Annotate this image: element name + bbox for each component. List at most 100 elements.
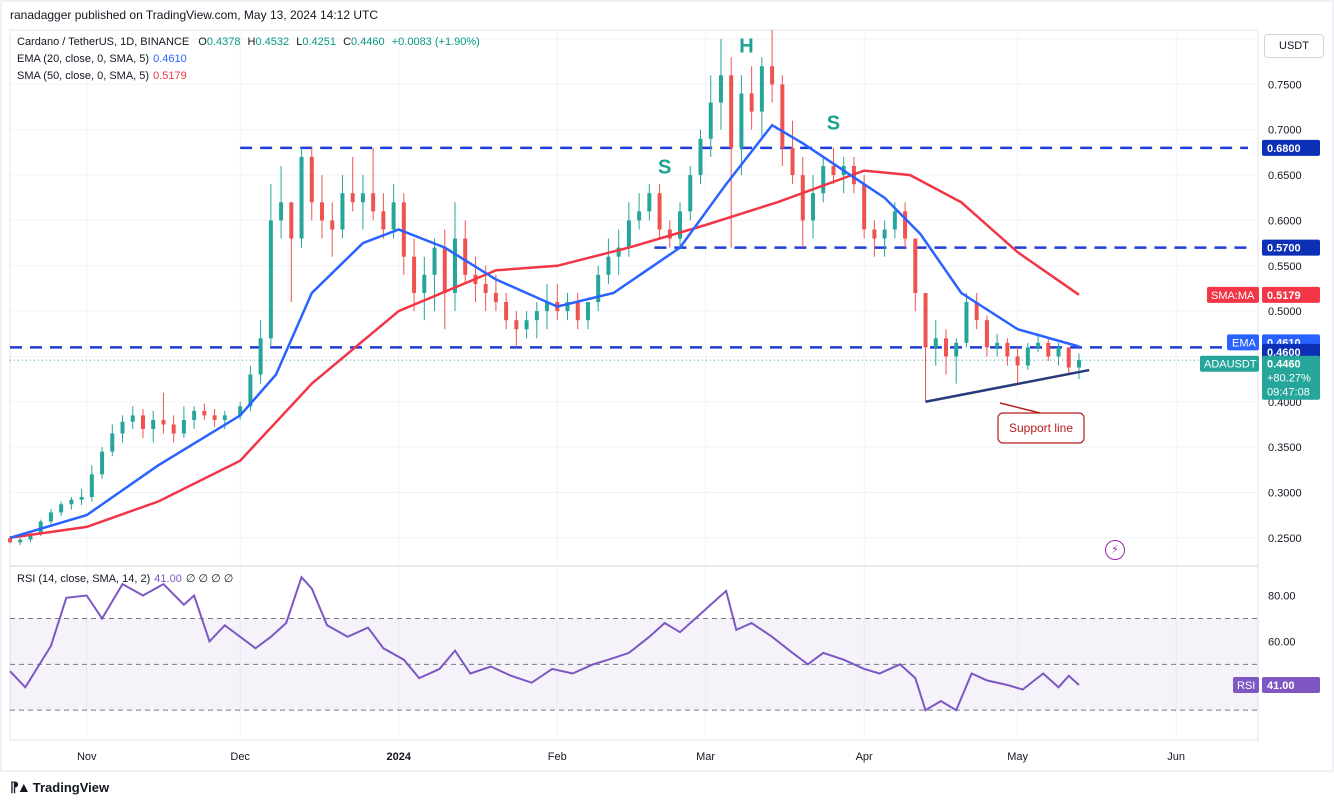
pattern-label: S	[658, 156, 671, 178]
candle-body	[1056, 347, 1061, 357]
sma-legend-value: 0.5179	[153, 70, 187, 82]
level-tag-fill	[1262, 139, 1320, 156]
currency-button[interactable]: USDT	[1264, 34, 1324, 58]
rsi-tag-title: RSI	[1237, 680, 1255, 692]
candle-body	[514, 320, 519, 330]
candle-body	[181, 419, 186, 434]
chart-border	[0, 0, 1334, 772]
rsi-band	[10, 617, 1258, 711]
candle-body	[1036, 342, 1041, 348]
rsi-tick-label: 80.00	[1268, 591, 1296, 603]
candle-body	[422, 274, 427, 293]
pattern-label: S	[827, 113, 840, 135]
sma50-line	[9, 169, 1080, 540]
candle-body	[780, 84, 785, 148]
candle-body	[1005, 342, 1010, 357]
candle-body	[647, 193, 652, 212]
support-trendline	[925, 368, 1090, 404]
candle-body	[749, 93, 754, 112]
symbol-tag-bg	[1262, 355, 1320, 400]
price-tick-label: 0.6000	[1268, 215, 1302, 227]
candle-body	[299, 156, 304, 239]
candle-body	[1025, 347, 1030, 366]
symbol-name: Cardano / TetherUS, 1D, BINANCE	[17, 36, 190, 48]
rsi-tag-title-bg	[1233, 676, 1259, 693]
moving-averages	[9, 123, 1080, 540]
rsi-legend[interactable]: RSI (14, close, SMA, 14, 2) 41.00 ∅ ∅ ∅ ∅	[17, 573, 234, 585]
price-tick-label: 0.7500	[1268, 79, 1302, 91]
candle-body	[1046, 342, 1051, 357]
time-tick-label: Feb	[548, 751, 567, 763]
candlesticks	[8, 30, 1081, 546]
price-tick-label: 0.5500	[1268, 261, 1302, 273]
ohlc-open: O0.4378	[198, 36, 241, 48]
alert-bolt-icon[interactable]: ⚡	[1105, 540, 1125, 560]
candle-body	[493, 292, 498, 303]
grid	[0, 0, 1334, 772]
candle-body	[596, 274, 601, 303]
sma-legend[interactable]: SMA (50, close, 0, SMA, 5) 0.5179	[17, 70, 187, 82]
price-tick-label: 0.4000	[1268, 397, 1302, 409]
sma-tag-value: 0.5179	[1267, 290, 1301, 302]
candle-body	[534, 311, 539, 321]
candle-body	[524, 320, 529, 330]
candle-body	[8, 538, 12, 543]
candle-body	[89, 474, 94, 497]
candle-body	[161, 419, 166, 425]
candle-body	[100, 451, 105, 475]
candle-body	[504, 302, 509, 321]
candle-body	[739, 93, 744, 148]
candle-body	[770, 66, 775, 85]
sma-tag-title: SMA:MA	[1211, 290, 1255, 302]
symbol-tag-title-bg	[1200, 355, 1259, 372]
tradingview-logo[interactable]: ⁋▲ TradingView	[10, 779, 110, 795]
level-tag-label: 0.6800	[1267, 143, 1301, 155]
price-tags: 0.68000.68000.5700SMA:MA0.5179EMA0.46100…	[1200, 139, 1320, 693]
symbol-tag-title: ADAUSDT	[1204, 359, 1257, 371]
candle-body	[585, 302, 590, 321]
candle-body	[442, 247, 447, 293]
candle-body	[862, 184, 867, 230]
horizontal-levels	[10, 146, 1258, 361]
time-tick-label: Mar	[696, 751, 715, 763]
candle-body	[258, 338, 263, 375]
candle-body	[401, 202, 406, 257]
time-tick-label: Jun	[1167, 751, 1185, 763]
support-callout-label: Support line	[1009, 421, 1073, 435]
candle-body	[903, 211, 908, 239]
candle-body	[412, 256, 417, 293]
candle-body	[360, 193, 365, 203]
candle-body	[954, 342, 959, 357]
candle-body	[626, 220, 631, 248]
tradingview-logo-icon: ⁋▲	[10, 779, 31, 795]
candle-body	[923, 292, 928, 348]
candle-body	[729, 75, 734, 148]
candle-body	[1066, 347, 1071, 368]
level-tag-label: 0.5700	[1267, 243, 1301, 255]
candle-body	[69, 499, 74, 505]
candle-body	[202, 410, 207, 416]
ema-legend[interactable]: EMA (20, close, 0, SMA, 5) 0.4610	[17, 53, 187, 65]
rsi-legend-extra: ∅ ∅ ∅ ∅	[185, 573, 234, 585]
ema-tag-title: EMA	[1232, 337, 1257, 349]
candle-body	[110, 433, 115, 452]
candle-body	[688, 175, 693, 212]
candle-body	[821, 166, 826, 194]
candle-body	[678, 211, 683, 239]
candle-body	[811, 193, 816, 221]
candle-body	[59, 504, 64, 513]
candle-body	[1015, 356, 1020, 366]
symbol-tag-price: 0.4460	[1267, 359, 1301, 371]
price-tick-label: 0.2500	[1268, 533, 1302, 545]
candle-body	[616, 247, 621, 257]
rsi-line	[9, 575, 1080, 712]
ohlc-close: C0.4460	[343, 36, 385, 48]
ema-legend-value: 0.4610	[153, 53, 187, 65]
candle-body	[192, 410, 197, 420]
candle-body	[667, 229, 672, 239]
candle-body	[944, 338, 948, 357]
candle-body	[964, 302, 969, 343]
time-tick-label: 2024	[386, 751, 411, 763]
time-tick-label: Apr	[856, 751, 873, 763]
